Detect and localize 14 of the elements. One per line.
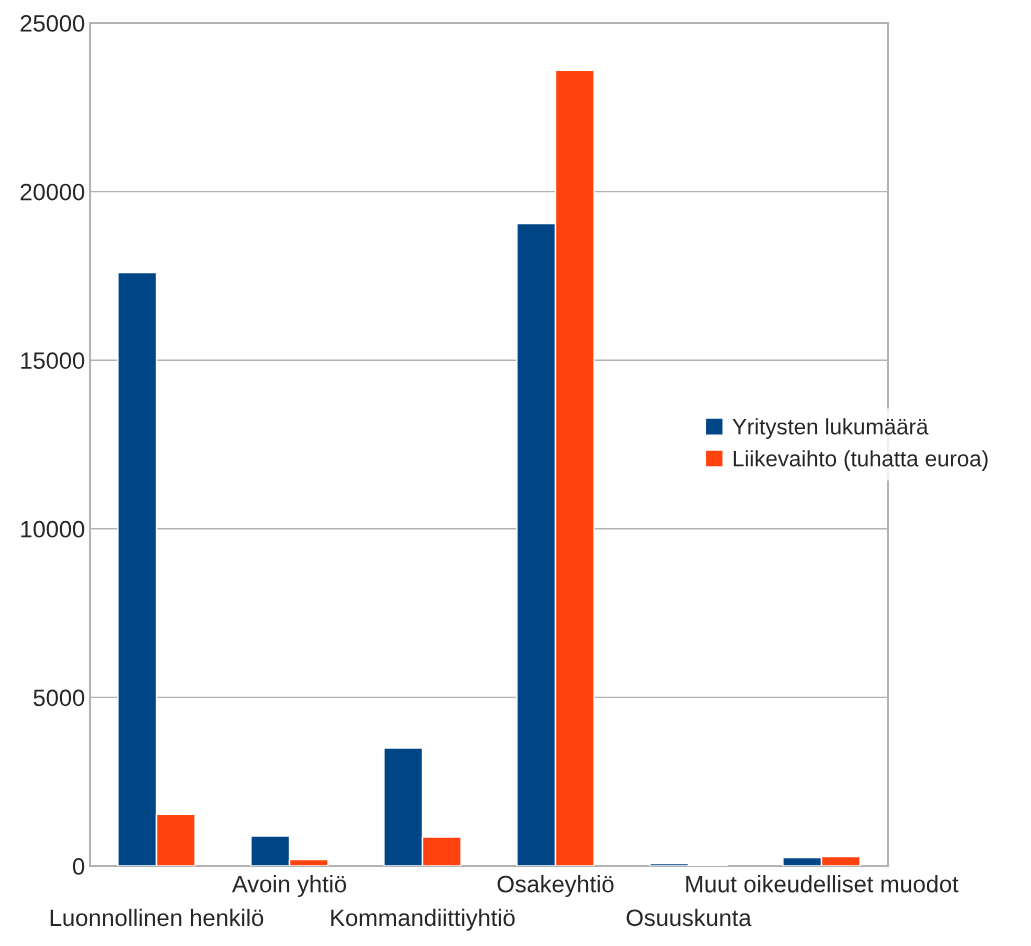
y-tick-label: 0 bbox=[72, 858, 85, 875]
y-tick-label: 25000 bbox=[20, 15, 85, 32]
x-tick-label: Kommandiittiyhtiö bbox=[331, 908, 515, 931]
y-tick-label: 5000 bbox=[33, 689, 85, 707]
y-tick-label: 20000 bbox=[20, 183, 85, 201]
x-tick-label: Avoin yhtiö bbox=[232, 875, 347, 898]
x-tick-label: Osuuskunta bbox=[626, 908, 752, 927]
y-tick-label: 10000 bbox=[21, 520, 85, 538]
legend-label: Yritysten lukumäärä bbox=[732, 418, 929, 439]
legend-label: Liikevaihto (tuhatta euroa) bbox=[733, 450, 988, 471]
x-tick-label: Osakeyhtiö bbox=[497, 875, 614, 898]
y-tick-label: 15000 bbox=[21, 352, 85, 369]
x-tick-label: Muut oikeudelliset muodot bbox=[686, 875, 959, 893]
x-tick-label: Luonnollinen henkilö bbox=[50, 908, 264, 927]
